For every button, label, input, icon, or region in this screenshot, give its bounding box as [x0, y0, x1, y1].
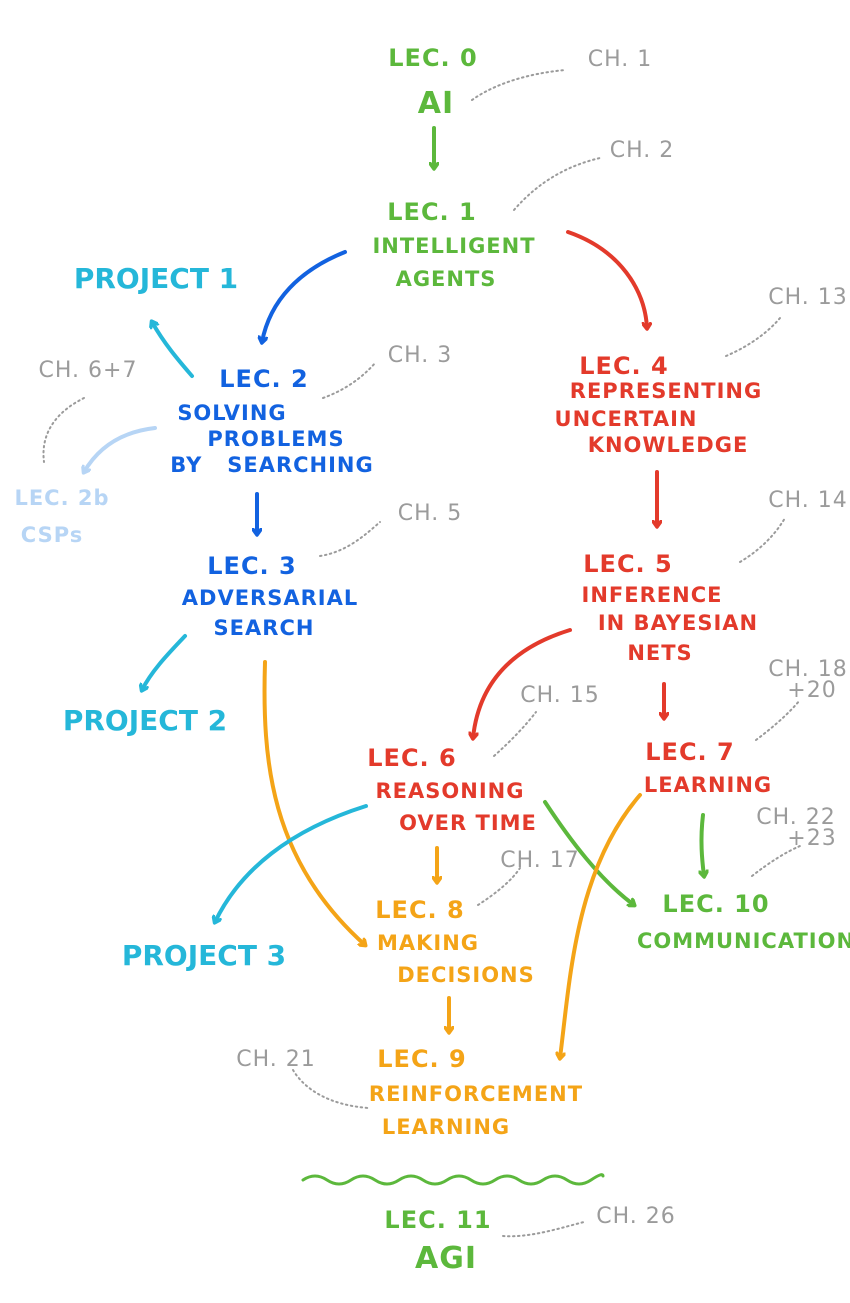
lec7-line-1: LEARNING [644, 773, 772, 797]
lec11-line-1: AGI [415, 1241, 477, 1276]
connector-ch15 [493, 711, 537, 757]
chapter-label-ch5: CH. 5 [398, 501, 463, 526]
connector-ch17 [477, 867, 521, 906]
arrow-lec6-to-lec10 [543, 800, 634, 905]
lec9-line-2: LEARNING [382, 1115, 510, 1139]
node-lec8: LEC. 8 MAKING DECISIONS [375, 896, 535, 987]
wavy-separator-line [301, 1173, 605, 1186]
lec5-line-1: INFERENCE [582, 583, 723, 607]
lec3-title: LEC. 3 [207, 552, 296, 580]
node-lec11: LEC. 11 AGI [384, 1206, 491, 1276]
chapter-label-ch14: CH. 14 [768, 488, 848, 513]
project-2: PROJECT 2 [63, 704, 227, 737]
lec8-title: LEC. 8 [375, 896, 464, 924]
arrow-lec1-to-lec2 [262, 250, 347, 342]
node-lec10: LEC. 10 COMMUNICATION [637, 890, 850, 953]
connector-ch14 [739, 517, 786, 563]
lec6-line-1: REASONING [376, 779, 525, 803]
arrow-lec2-to-project1 [152, 322, 194, 378]
arrow-lec2-to-lec2b [84, 426, 157, 472]
arrow-lec6-to-project3 [215, 804, 368, 922]
arrow-lec3-to-project2 [142, 634, 187, 690]
node-lec1: LEC. 1 INTELLIGENT AGENTS [372, 198, 535, 291]
connector-ch3 [322, 361, 377, 399]
lec2-line-1: SOLVING [177, 401, 286, 425]
lec4-line-1: REPRESENTING [570, 379, 762, 403]
chapter-label-plus23: +23 [787, 826, 836, 851]
chapter-label-ch22: CH. 22 [756, 805, 836, 830]
lec10-title: LEC. 10 [662, 890, 769, 918]
chapter-label-ch18: CH. 18 [768, 657, 848, 682]
connector-ch2 [513, 157, 601, 211]
arrow-lec5-to-lec6 [473, 628, 572, 738]
connector-ch18 [755, 699, 801, 741]
lec2b-title: LEC. 2b [14, 486, 109, 510]
node-lec2: LEC. 2 SOLVING PROBLEMS BY SEARCHING [170, 365, 374, 477]
chapter-label-ch21: CH. 21 [236, 1047, 316, 1072]
lec1-line-2: AGENTS [396, 267, 497, 291]
chapter-label-ch3: CH. 3 [388, 343, 453, 368]
arrows [84, 126, 704, 1186]
connector-ch26 [502, 1221, 585, 1238]
chapter-label-ch1: CH. 1 [588, 47, 653, 72]
chapter-label-ch2: CH. 2 [610, 138, 675, 163]
connector-ch13 [725, 317, 781, 357]
project-1: PROJECT 1 [74, 262, 238, 295]
connector-ch1 [471, 69, 567, 101]
arrow-lec7-to-lec10 [701, 813, 704, 876]
lec4-line-2: UNCERTAIN [555, 407, 698, 431]
lec6-line-2: OVER TIME [399, 811, 537, 835]
lec6-title: LEC. 6 [367, 744, 456, 772]
node-lec6: LEC. 6 REASONING OVER TIME [367, 744, 537, 835]
lec2b-line-1: CSPs [21, 523, 83, 547]
arrow-lec7-to-lec9 [560, 793, 642, 1058]
lec8-line-1: MAKING [377, 931, 479, 955]
lec3-line-2: SEARCH [214, 616, 315, 640]
node-lec4: LEC. 4 REPRESENTING UNCERTAIN KNOWLEDGE [555, 352, 762, 457]
connector-ch5 [319, 521, 381, 557]
lec2-title: LEC. 2 [219, 365, 308, 393]
lec5-title: LEC. 5 [583, 550, 672, 578]
lec1-title: LEC. 1 [387, 198, 476, 226]
lec3-line-1: ADVERSARIAL [182, 586, 358, 610]
chapter-label-ch15: CH. 15 [520, 683, 600, 708]
node-lec7: LEC. 7 LEARNING [644, 738, 772, 797]
chapter-label-ch17: CH. 17 [500, 848, 580, 873]
chapter-label-plus20: +20 [787, 678, 836, 703]
arrow-lec3-to-lec8 [262, 660, 365, 945]
lec5-line-2: IN BAYESIAN [598, 611, 758, 635]
projects: PROJECT 1 PROJECT 2 PROJECT 3 [63, 262, 286, 972]
chapter-labels: CH. 1 CH. 2 CH. 3 CH. 6+7 CH. 5 CH. 13 C… [39, 47, 848, 1229]
lec5-line-3: NETS [627, 641, 692, 665]
chapter-connectors [42, 69, 801, 1238]
connector-ch22 [751, 845, 801, 877]
chapter-label-ch13: CH. 13 [768, 285, 848, 310]
connector-ch67 [42, 397, 85, 463]
chapter-label-ch67: CH. 6+7 [39, 358, 138, 383]
node-lec9: LEC. 9 REINFORCEMENT LEARNING [369, 1045, 583, 1139]
lec2-line-3: BY SEARCHING [170, 453, 374, 477]
project-3: PROJECT 3 [122, 939, 286, 972]
lec9-line-1: REINFORCEMENT [369, 1082, 583, 1106]
node-lec2b: LEC. 2b CSPs [14, 486, 109, 547]
lec4-line-3: KNOWLEDGE [588, 433, 749, 457]
arrow-lec1-to-lec4 [566, 230, 647, 328]
node-lec5: LEC. 5 INFERENCE IN BAYESIAN NETS [582, 550, 758, 665]
lec9-title: LEC. 9 [377, 1045, 466, 1073]
lec1-line-1: INTELLIGENT [372, 234, 535, 258]
lec7-title: LEC. 7 [645, 738, 734, 766]
lec0-line-1: AI [418, 86, 454, 121]
lec8-line-2: DECISIONS [397, 963, 535, 987]
node-lec0: LEC. 0 AI [388, 44, 477, 121]
lec11-title: LEC. 11 [384, 1206, 491, 1234]
lec2-line-2: PROBLEMS [207, 427, 344, 451]
connector-ch21 [292, 1069, 369, 1109]
lec10-line-1: COMMUNICATION [637, 929, 850, 953]
chapter-label-ch26: CH. 26 [596, 1204, 676, 1229]
lec0-title: LEC. 0 [388, 44, 477, 72]
lec4-title: LEC. 4 [579, 352, 668, 380]
node-lec3: LEC. 3 ADVERSARIAL SEARCH [182, 552, 358, 640]
